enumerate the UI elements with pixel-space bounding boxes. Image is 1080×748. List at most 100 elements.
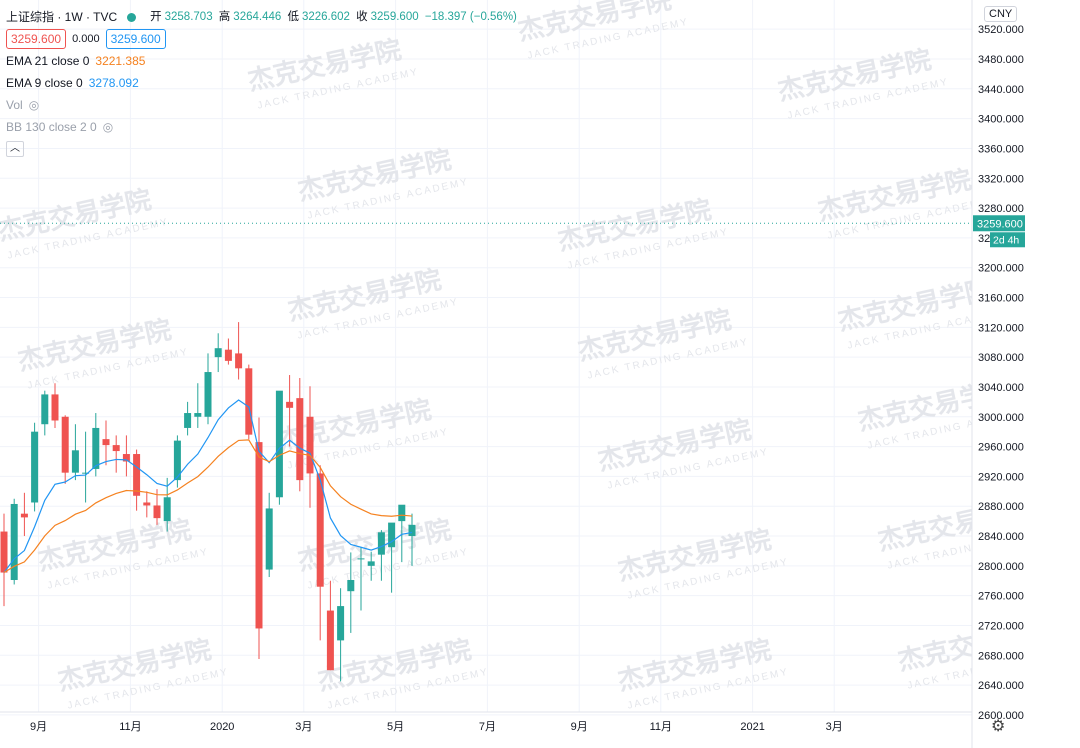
y-tick-label: 2760.000 (978, 591, 1024, 603)
candle (173, 440, 181, 481)
candle (388, 522, 396, 548)
ask-box[interactable]: 3259.600 (105, 29, 166, 49)
candle (112, 445, 120, 452)
indicator-ema21[interactable]: EMA 21 close 0 3221.385 (6, 54, 146, 68)
indicator-vol[interactable]: Vol ◎ (6, 98, 40, 112)
y-tick-label: 2920.000 (978, 471, 1024, 483)
candle (122, 454, 130, 462)
y-tick-label: 3400.000 (978, 114, 1024, 126)
candle (10, 503, 18, 581)
y-tick-label: 3040.000 (978, 382, 1024, 394)
candle (204, 372, 212, 417)
x-tick-label: 3月 (826, 721, 843, 733)
eye-hidden-icon[interactable]: ◎ (102, 120, 114, 134)
candle (214, 348, 222, 358)
countdown-tag (990, 232, 1025, 248)
currency-badge[interactable]: CNY (984, 6, 1018, 22)
countdown-label: 2d 4h (993, 234, 1019, 246)
candle (224, 349, 232, 361)
collapse-legend-button[interactable]: ︿ (6, 138, 520, 160)
y-tick-label: 2840.000 (978, 531, 1024, 543)
price-axis (972, 0, 1080, 748)
y-tick-label: 3000.000 (978, 412, 1024, 424)
candle (398, 504, 406, 522)
candle (265, 508, 273, 570)
price-tag (973, 215, 1025, 232)
candle (275, 390, 283, 498)
x-tick-label: 11月 (119, 721, 141, 733)
bid-ask-row: 3259.600 0.000 3259.600 (6, 28, 520, 50)
candle (184, 413, 192, 428)
x-tick-label: 5月 (387, 721, 404, 733)
eye-hidden-icon[interactable]: ◎ (28, 98, 40, 112)
candle (245, 368, 253, 435)
y-tick-label: 3080.000 (978, 352, 1024, 364)
spread-value: 0.000 (72, 33, 100, 45)
x-tick-label: 9月 (30, 721, 47, 733)
y-tick-label: 3480.000 (978, 54, 1024, 66)
market-status-icon (127, 12, 137, 22)
candle (408, 524, 416, 537)
y-tick-label: 3320.000 (978, 173, 1024, 185)
x-tick-label: 2020 (210, 721, 234, 733)
candle (41, 394, 49, 425)
candle (357, 558, 365, 560)
candle (133, 454, 141, 496)
indicator-bb[interactable]: BB 130 close 2 0 ◎ (6, 120, 114, 134)
gear-icon[interactable]: ⚙ (991, 718, 1006, 735)
x-tick-label: 2021 (740, 721, 764, 733)
candle (377, 532, 385, 555)
y-tick-label: 3280.000 (978, 203, 1024, 215)
y-tick-label: 2800.000 (978, 561, 1024, 573)
candle (255, 442, 263, 629)
candle (367, 561, 375, 566)
candle (316, 473, 324, 587)
y-tick-label: 3520.000 (978, 24, 1024, 36)
y-tick-label: 3160.000 (978, 293, 1024, 305)
candle (337, 606, 345, 641)
y-tick-label: 2720.000 (978, 620, 1024, 632)
y-tick-label: 3120.000 (978, 322, 1024, 334)
ohlc-readout: 开 3258.703 高 3264.446 低 3226.602 收 3259.600 … (150, 11, 517, 23)
x-tick-label: 11月 (650, 721, 672, 733)
candle (20, 513, 28, 518)
candle (102, 439, 110, 446)
candle (326, 610, 334, 671)
y-tick-label: 2960.000 (978, 442, 1024, 454)
candle (347, 580, 355, 592)
bid-box[interactable]: 3259.600 (6, 29, 67, 49)
chart-legend: 上证综指 · 1W · TVC 开 3258.703 高 3264.446 低 322… (6, 6, 520, 160)
y-tick-label: 2640.000 (978, 680, 1024, 692)
price-tag-label: 3259.600 (977, 218, 1023, 230)
ema21-line (3, 439, 413, 574)
chevron-up-icon: ︿ (6, 141, 24, 157)
x-tick-label: 7月 (479, 721, 496, 733)
candle (306, 416, 314, 474)
legend-header-row: 上证综指 · 1W · TVC 开 3258.703 高 3264.446 低 322… (6, 6, 520, 28)
y-tick-label: 2680.000 (978, 650, 1024, 662)
candle (92, 427, 100, 469)
candle (163, 497, 171, 522)
y-tick-label: 2880.000 (978, 501, 1024, 513)
candle (153, 505, 161, 519)
candle (143, 502, 151, 506)
symbol-title[interactable]: 上证综指 · 1W · TVC (6, 10, 118, 24)
indicator-ema9[interactable]: EMA 9 close 0 3278.092 (6, 76, 139, 90)
candle (31, 431, 39, 503)
candle (82, 472, 90, 474)
candle (0, 531, 8, 573)
